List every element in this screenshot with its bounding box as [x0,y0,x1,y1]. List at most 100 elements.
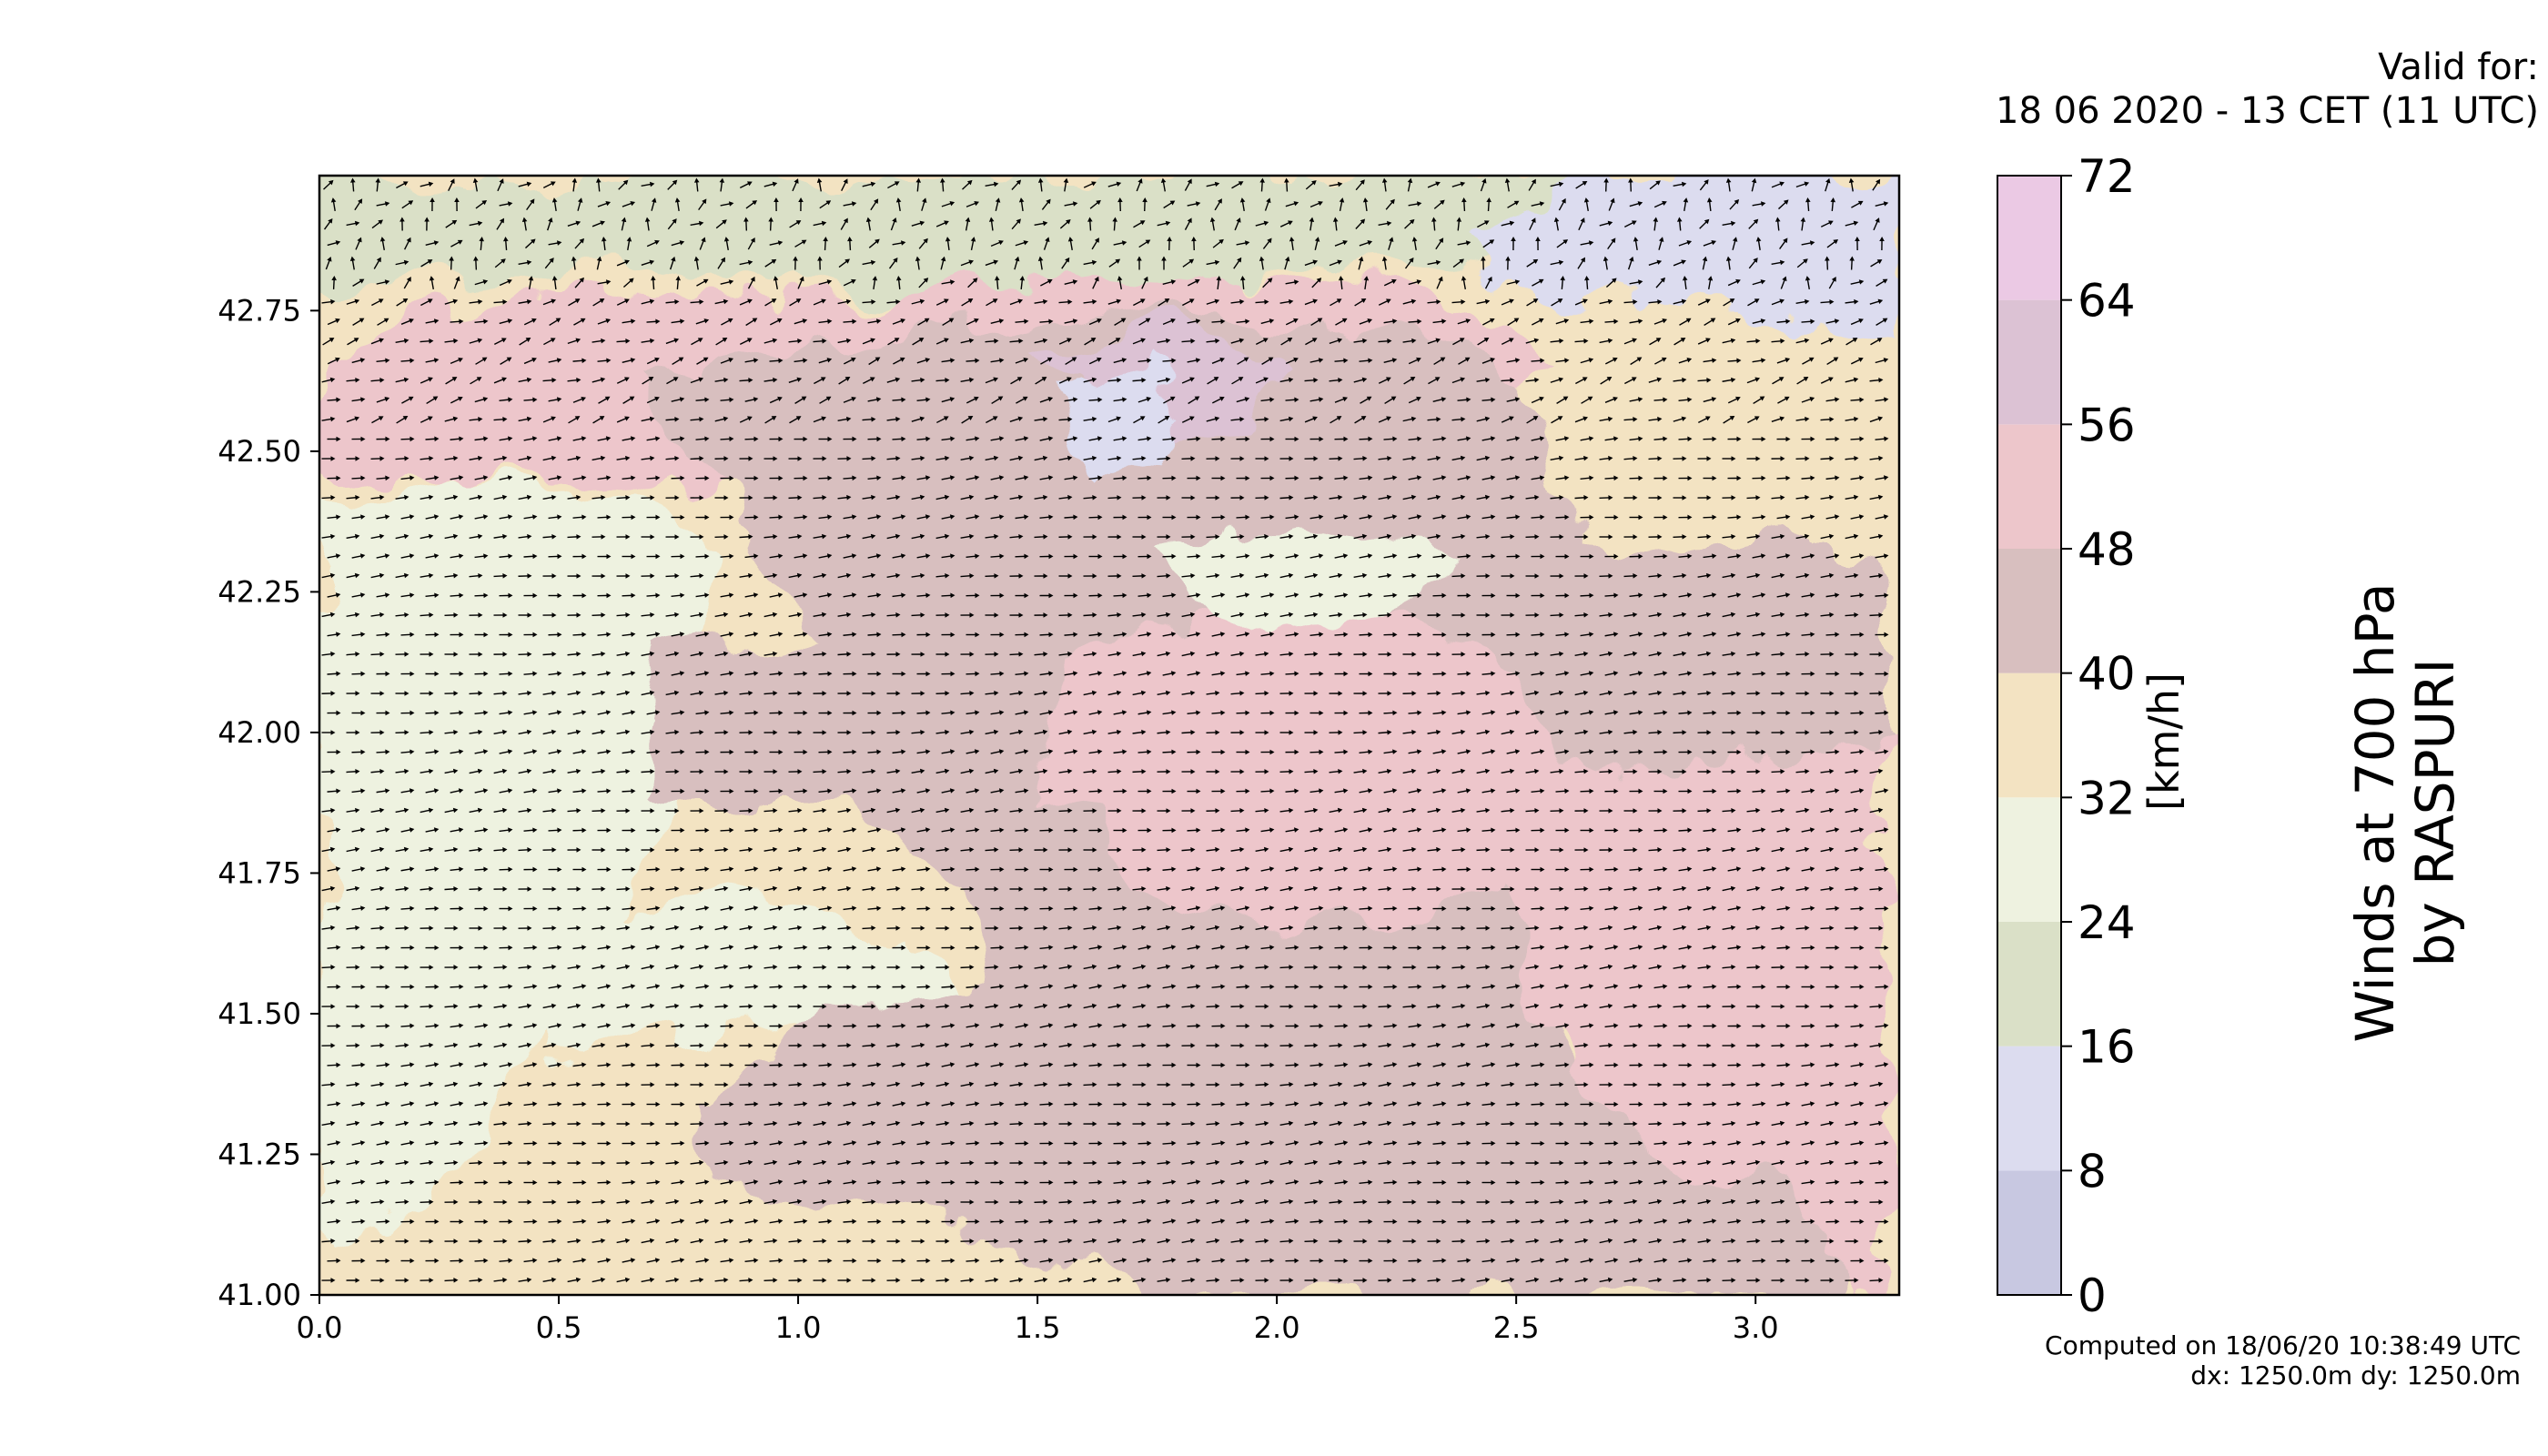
wind-arrow [1845,338,1858,346]
wind-arrow [1411,237,1418,251]
wind-arrow [1255,377,1269,384]
wind-arrow [1452,338,1465,346]
wind-arrow [1216,276,1222,290]
wind-arrow [331,276,337,290]
wind-arrow [622,318,636,324]
wind-arrow [571,256,577,270]
wind-arrow [739,416,753,423]
wind-arrow [350,177,356,192]
wind-arrow [1772,377,1785,385]
wind-arrow [868,238,880,248]
wind-arrow [592,338,606,344]
wind-arrow [1703,397,1717,403]
wind-arrow [941,358,956,363]
wind-arrow [941,514,956,520]
wind-arrow [469,338,483,344]
wind-arrow [1230,298,1245,305]
wind-arrow [1501,455,1515,461]
wind-arrow [769,436,784,442]
wind-arrow [867,475,882,481]
wind-arrow [370,377,385,383]
wind-arrow [665,338,680,345]
wind-arrow [1408,357,1421,365]
wind-arrow [1623,220,1637,228]
wind-arrow [1673,338,1686,346]
wind-arrow [665,455,680,461]
wind-arrow [321,533,336,540]
wind-arrow [1820,456,1835,461]
wind-arrow [1114,318,1127,326]
wind-arrow [1113,514,1127,521]
wind-arrow [720,553,734,560]
wind-arrow [1777,396,1790,404]
wind-arrow [454,197,460,212]
wind-arrow [474,318,489,325]
wind-arrow [720,357,734,364]
wind-arrow [818,436,833,442]
wind-arrow [1826,239,1839,248]
wind-arrow [794,514,808,521]
wind-arrow [1015,436,1029,441]
wind-arrow [911,220,925,227]
wind-arrow [1181,416,1195,423]
wind-arrow [444,416,459,422]
colorbar-tick-label: 48 [2078,523,2136,576]
wind-arrow [352,318,365,326]
wind-arrow [1850,553,1865,559]
wind-arrow [744,553,759,559]
wind-arrow [1703,240,1717,247]
wind-arrow [1697,338,1711,345]
wind-arrow [816,177,823,192]
wind-arrow [665,495,680,500]
wind-arrow [1825,177,1831,192]
wind-arrow [574,277,584,288]
wind-arrow [744,436,759,442]
wind-arrow [444,494,459,500]
wind-arrow [622,436,636,441]
wind-arrow [1334,436,1349,442]
wind-arrow [1623,495,1638,500]
wind-arrow [695,436,710,442]
field-calm-top [1056,364,1201,482]
wind-arrow [1107,455,1122,461]
wind-arrow [1850,436,1865,442]
wind-arrow [690,416,704,422]
wind-arrow [1795,181,1810,188]
wind-arrow [523,553,538,560]
y-tick-label: 42.50 [217,434,301,469]
wind-arrow [1780,276,1787,289]
wind-arrow [1697,456,1712,461]
wind-arrow [1083,494,1097,500]
wind-arrow [1461,276,1467,290]
wind-arrow [715,338,728,346]
wind-arrow [665,534,680,540]
wind-arrow [1211,357,1225,364]
wind-arrow [1532,278,1544,287]
wind-arrow [1484,276,1492,289]
wind-arrow [474,475,489,480]
wind-arrow [493,417,508,422]
wind-arrow [769,240,784,246]
field-band-north [319,176,1638,300]
wind-arrow [1040,357,1053,365]
wind-arrow [547,217,553,231]
wind-arrow [1551,298,1563,307]
wind-arrow [597,318,612,325]
wind-arrow [1015,358,1029,364]
wind-arrow [401,200,414,209]
wind-arrow [1805,276,1811,290]
wind-arrow [1599,455,1613,461]
wind-arrow [1015,240,1029,247]
wind-arrow [1284,256,1290,270]
wind-arrow [714,377,729,383]
wind-arrow [862,494,876,500]
wind-arrow [400,475,415,480]
wind-arrow [990,553,1005,560]
wind-arrow [399,217,405,231]
wind-arrow [1353,338,1368,344]
wind-arrow [1795,298,1810,305]
wind-arrow [1107,416,1122,423]
wind-arrow [1451,181,1466,187]
wind-arrow [886,416,901,422]
wind-arrow [1011,218,1021,230]
